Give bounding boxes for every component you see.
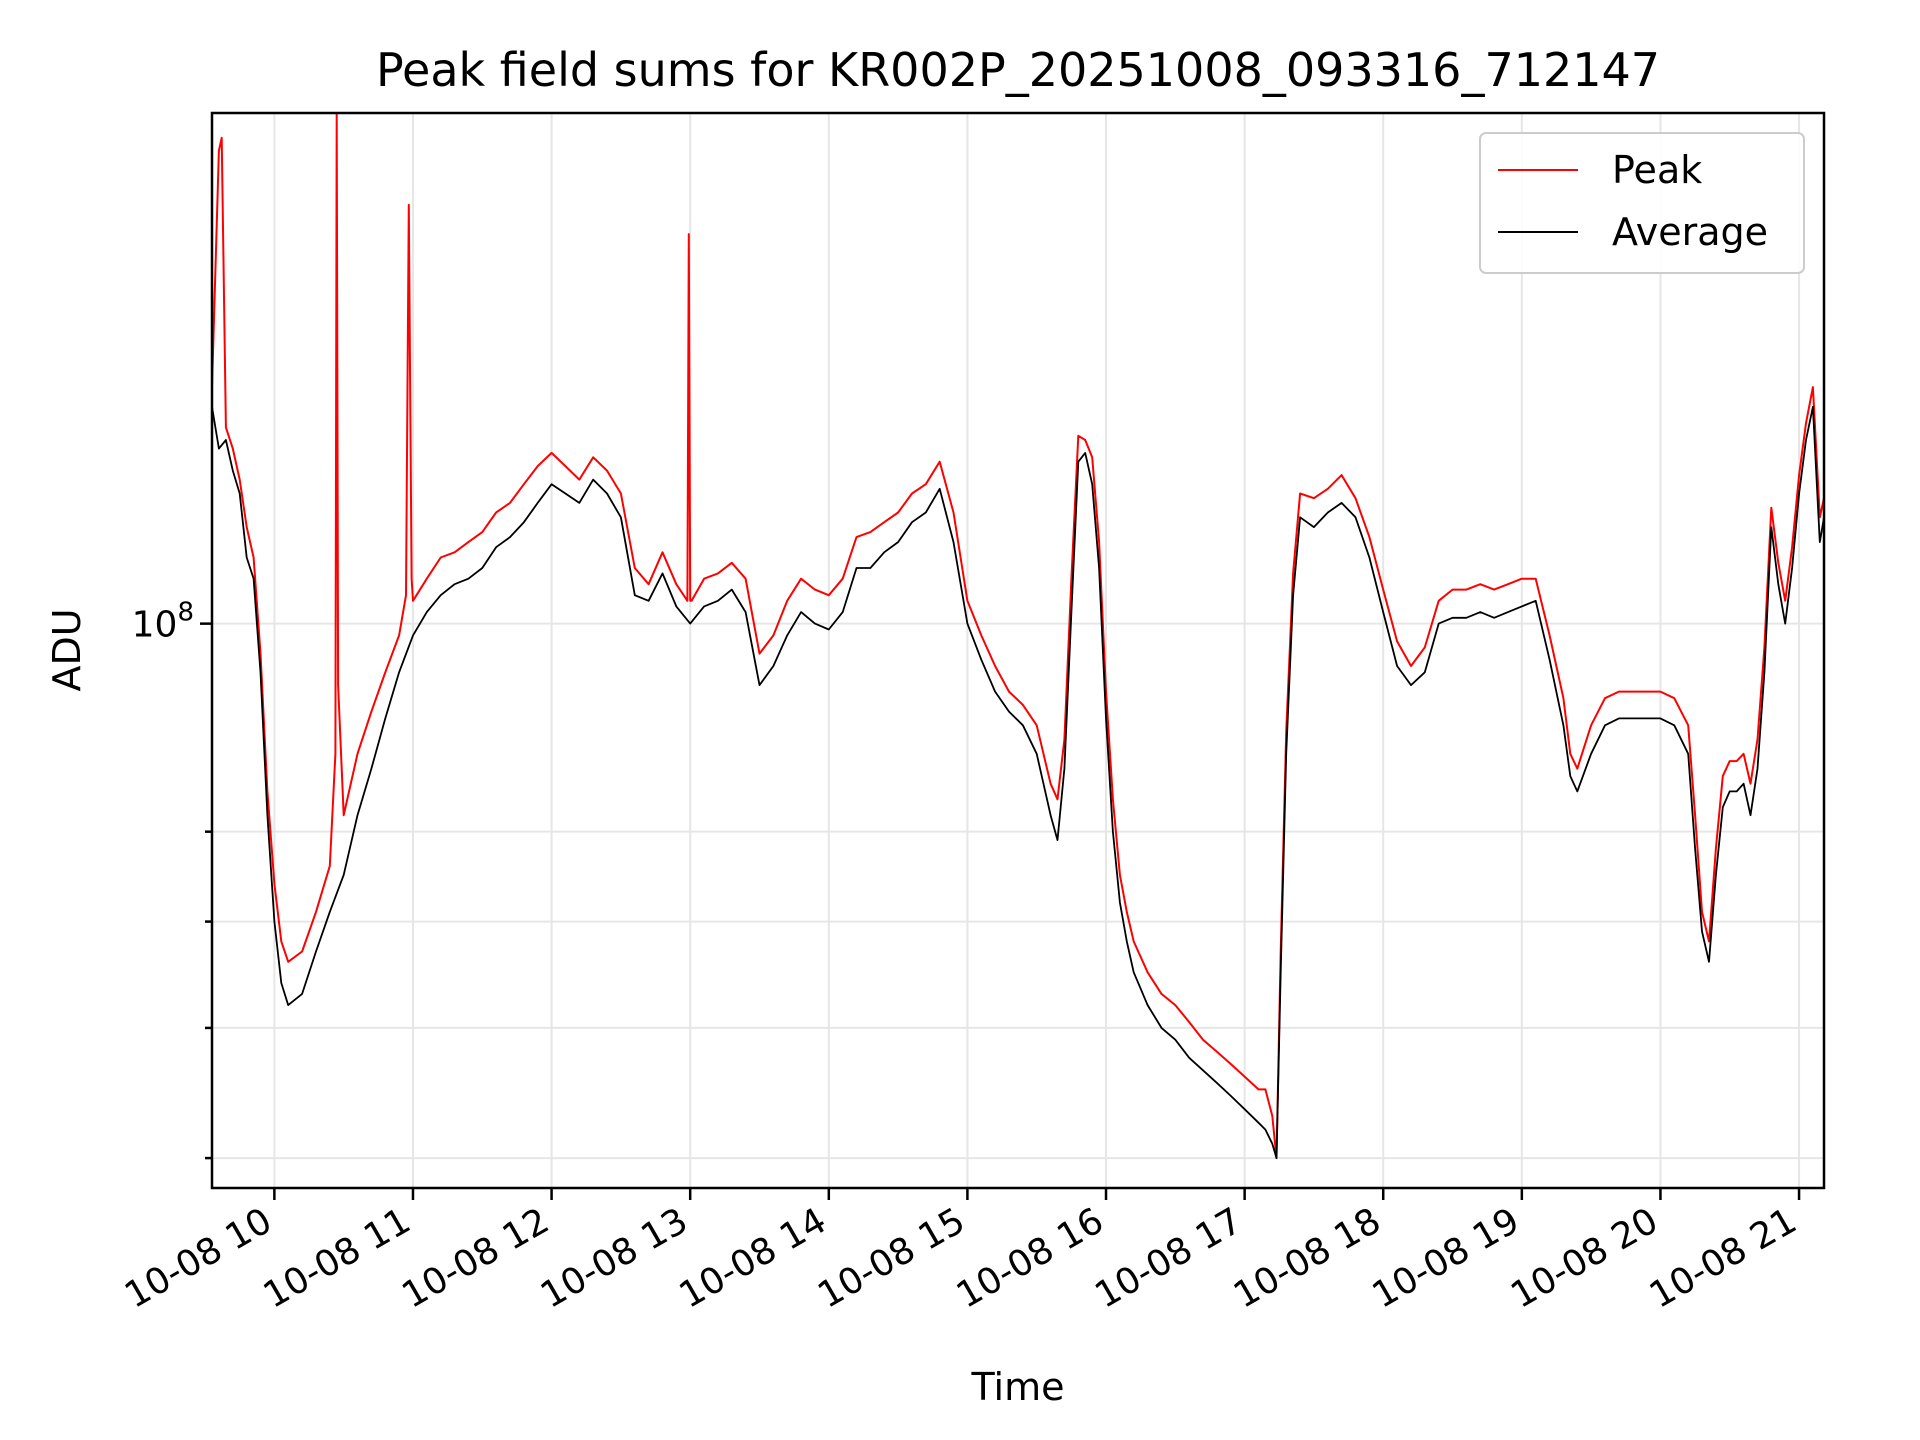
legend-label-peak: Peak	[1612, 148, 1702, 192]
series-layer	[212, 113, 1824, 1160]
chart-title: Peak field sums for KR002P_20251008_0933…	[376, 43, 1660, 97]
grid	[212, 113, 1824, 1188]
legend: Peak Average	[1479, 132, 1805, 274]
legend-box	[1479, 132, 1805, 274]
y-axis-label: ADU	[45, 608, 89, 691]
x-axis-label: Time	[971, 1365, 1065, 1409]
series-line-average	[212, 405, 1824, 1159]
plot-frame	[210, 111, 1826, 1190]
legend-label-average: Average	[1612, 210, 1768, 254]
y-tick-label: 108	[132, 598, 194, 646]
series-line-peak	[212, 113, 1824, 1160]
